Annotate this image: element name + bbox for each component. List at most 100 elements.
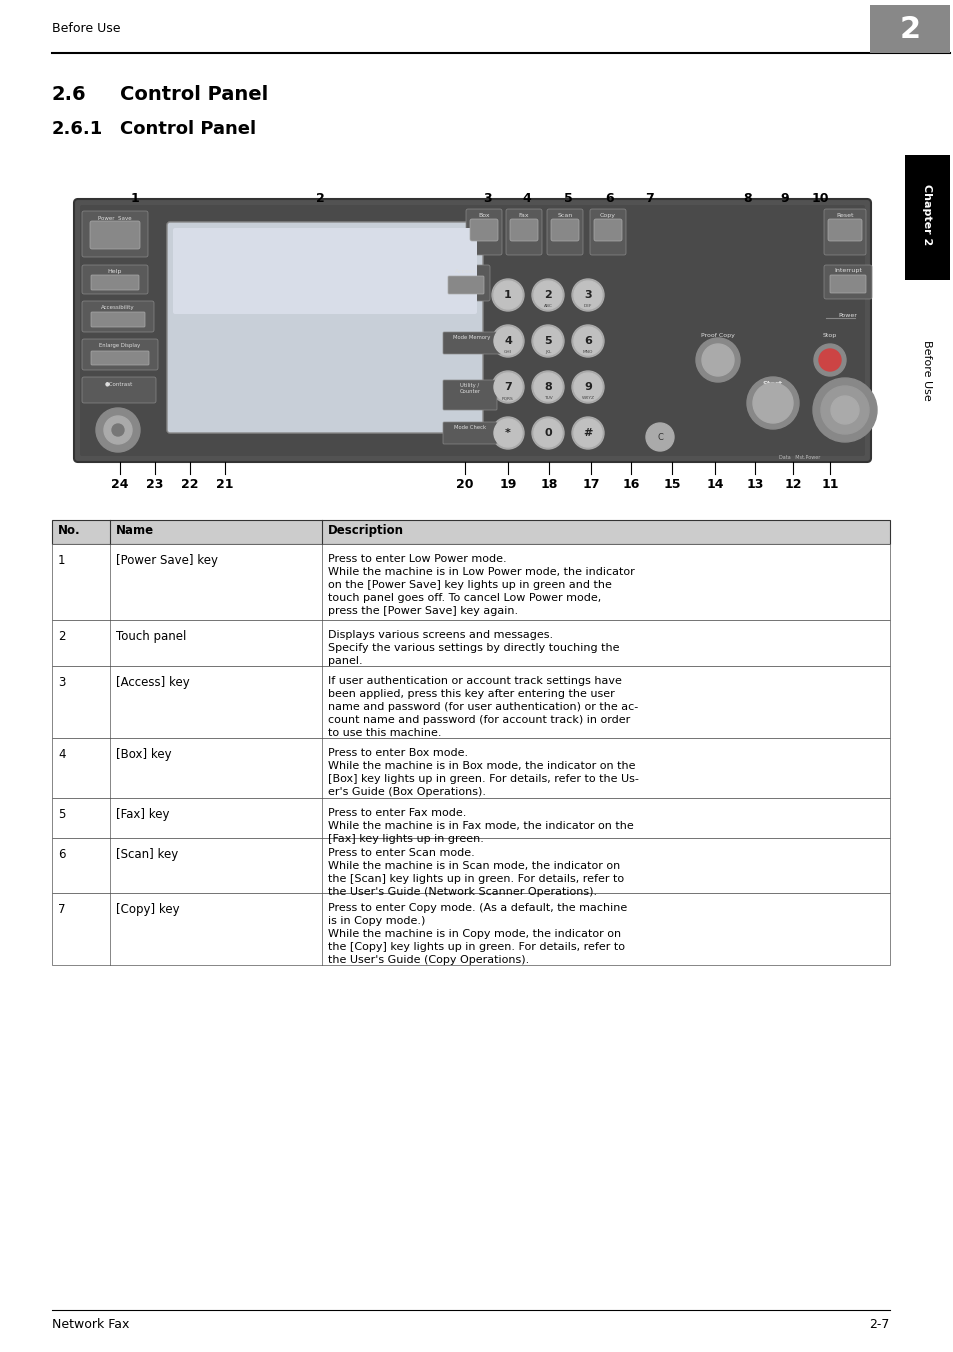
FancyBboxPatch shape xyxy=(82,265,148,293)
Text: Press to enter Fax mode.: Press to enter Fax mode. xyxy=(328,808,466,818)
FancyBboxPatch shape xyxy=(823,265,871,299)
FancyBboxPatch shape xyxy=(442,422,497,443)
Circle shape xyxy=(494,419,521,448)
Text: 3: 3 xyxy=(583,289,591,300)
Text: touch panel goes off. To cancel Low Power mode,: touch panel goes off. To cancel Low Powe… xyxy=(328,594,600,603)
Text: Name: Name xyxy=(116,525,154,537)
FancyBboxPatch shape xyxy=(91,312,145,327)
Circle shape xyxy=(818,349,841,370)
FancyBboxPatch shape xyxy=(90,220,140,249)
Text: 9: 9 xyxy=(583,383,591,392)
Text: Data   Mst.Power: Data Mst.Power xyxy=(779,456,820,460)
Text: Enlarge Display: Enlarge Display xyxy=(99,343,140,347)
Text: 20: 20 xyxy=(456,479,474,491)
FancyBboxPatch shape xyxy=(510,219,537,241)
Circle shape xyxy=(534,373,561,402)
Text: 4: 4 xyxy=(58,748,66,761)
Text: [Fax] key lights up in green.: [Fax] key lights up in green. xyxy=(328,834,483,844)
Text: Press to enter Scan mode.: Press to enter Scan mode. xyxy=(328,848,475,859)
Text: 11: 11 xyxy=(821,479,838,491)
Text: Before Use: Before Use xyxy=(52,23,120,35)
Text: Stop: Stop xyxy=(822,333,836,338)
Bar xyxy=(52,894,889,965)
Text: count name and password (for account track) in order: count name and password (for account tra… xyxy=(328,715,630,725)
Text: 7: 7 xyxy=(503,383,512,392)
FancyBboxPatch shape xyxy=(82,211,148,257)
Text: Touch panel: Touch panel xyxy=(116,630,186,644)
Circle shape xyxy=(746,377,799,429)
Text: Help: Help xyxy=(108,269,122,274)
Text: JKL: JKL xyxy=(544,350,551,354)
Text: 6: 6 xyxy=(583,337,591,346)
Text: WXYZ: WXYZ xyxy=(581,396,594,400)
FancyBboxPatch shape xyxy=(823,210,865,256)
FancyBboxPatch shape xyxy=(167,222,482,433)
Bar xyxy=(52,798,889,838)
Circle shape xyxy=(752,383,792,423)
Bar xyxy=(52,667,889,738)
Text: 12: 12 xyxy=(783,479,801,491)
Text: Accessibility: Accessibility xyxy=(101,306,134,310)
Bar xyxy=(904,155,949,280)
FancyBboxPatch shape xyxy=(505,210,541,256)
Circle shape xyxy=(494,327,521,356)
Circle shape xyxy=(534,281,561,310)
FancyBboxPatch shape xyxy=(470,219,497,241)
Text: While the machine is in Low Power mode, the indicator: While the machine is in Low Power mode, … xyxy=(328,566,634,577)
Circle shape xyxy=(96,408,140,452)
Text: Control Panel: Control Panel xyxy=(120,85,268,104)
Text: Interrupt: Interrupt xyxy=(833,268,861,273)
Circle shape xyxy=(574,373,601,402)
Text: [Power Save] key: [Power Save] key xyxy=(116,554,218,566)
Text: 24: 24 xyxy=(112,479,129,491)
Text: to use this machine.: to use this machine. xyxy=(328,727,441,738)
Text: 6: 6 xyxy=(58,848,66,861)
FancyBboxPatch shape xyxy=(91,274,139,289)
Text: Proof Copy: Proof Copy xyxy=(700,333,734,338)
Text: Description: Description xyxy=(328,525,403,537)
Circle shape xyxy=(572,324,603,357)
Text: 16: 16 xyxy=(621,479,639,491)
Text: Mode Check: Mode Check xyxy=(454,425,485,430)
Bar xyxy=(52,544,889,621)
FancyBboxPatch shape xyxy=(74,199,870,462)
Text: MNO: MNO xyxy=(582,350,593,354)
Text: 8: 8 xyxy=(543,383,551,392)
Text: 4: 4 xyxy=(503,337,512,346)
Circle shape xyxy=(532,324,563,357)
Text: the [Scan] key lights up in green. For details, refer to: the [Scan] key lights up in green. For d… xyxy=(328,873,623,884)
FancyBboxPatch shape xyxy=(448,276,483,293)
Text: 2: 2 xyxy=(899,15,920,43)
Text: Power  Save: Power Save xyxy=(98,216,132,220)
Bar xyxy=(52,521,889,544)
Text: er's Guide (Box Operations).: er's Guide (Box Operations). xyxy=(328,787,485,796)
Text: Before Use: Before Use xyxy=(921,339,931,400)
Text: 1: 1 xyxy=(58,554,66,566)
FancyBboxPatch shape xyxy=(82,301,153,333)
Text: Press to enter Copy mode. (As a default, the machine: Press to enter Copy mode. (As a default,… xyxy=(328,903,626,913)
FancyBboxPatch shape xyxy=(442,380,497,410)
FancyBboxPatch shape xyxy=(442,333,500,354)
FancyBboxPatch shape xyxy=(551,219,578,241)
Text: While the machine is in Scan mode, the indicator on: While the machine is in Scan mode, the i… xyxy=(328,861,619,871)
Text: ●Contrast: ●Contrast xyxy=(105,381,133,387)
Text: Copy: Copy xyxy=(599,214,616,218)
Text: [Box] key lights up in green. For details, refer to the Us-: [Box] key lights up in green. For detail… xyxy=(328,773,639,784)
Circle shape xyxy=(574,281,601,310)
Text: Specify the various settings by directly touching the: Specify the various settings by directly… xyxy=(328,644,618,653)
Circle shape xyxy=(813,343,845,376)
Text: 13: 13 xyxy=(745,479,763,491)
Circle shape xyxy=(534,419,561,448)
Text: 3: 3 xyxy=(58,676,66,690)
Text: 5: 5 xyxy=(58,808,66,821)
Circle shape xyxy=(534,327,561,356)
Circle shape xyxy=(492,370,523,403)
Text: Control Panel: Control Panel xyxy=(120,120,255,138)
Text: Access: Access xyxy=(455,269,476,274)
FancyBboxPatch shape xyxy=(594,219,621,241)
Circle shape xyxy=(645,423,673,452)
Text: is in Copy mode.): is in Copy mode.) xyxy=(328,917,425,926)
Text: 2: 2 xyxy=(543,289,551,300)
FancyBboxPatch shape xyxy=(80,206,864,456)
FancyBboxPatch shape xyxy=(589,210,625,256)
